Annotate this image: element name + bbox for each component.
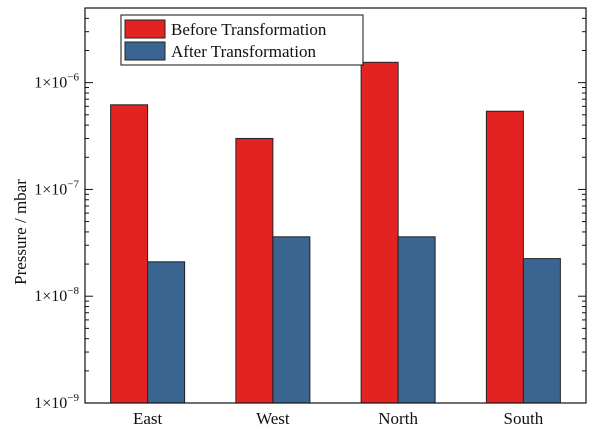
legend-label-before: Before Transformation: [171, 20, 327, 39]
legend-swatch-after: [124, 41, 166, 61]
y-tick-label-base: 1×10: [34, 75, 67, 92]
y-tick-label: 1×10−8: [34, 285, 79, 305]
x-tick-label: West: [256, 409, 290, 428]
x-tick-label: North: [378, 409, 418, 428]
bar-after-west: [272, 236, 311, 404]
y-tick-label-exponent: −6: [67, 72, 79, 84]
y-axis-label: Pressure / mbar: [11, 179, 30, 285]
y-tick-label-exponent: −9: [67, 392, 79, 404]
y-tick-label: 1×10−9: [34, 392, 79, 412]
bar-after-north: [397, 236, 436, 404]
x-tick-label: East: [133, 409, 163, 428]
y-tick-label: 1×10−6: [34, 72, 79, 92]
y-tick-label-exponent: −7: [67, 178, 79, 190]
bar-before-west: [235, 137, 274, 404]
legend-label-after: After Transformation: [171, 42, 316, 61]
y-tick-label-base: 1×10: [34, 395, 67, 412]
bars-layer: [110, 61, 561, 404]
y-tick-label-base: 1×10: [34, 288, 67, 305]
bar-after-south: [522, 258, 561, 404]
bar-before-north: [360, 61, 399, 404]
x-tick-label: South: [504, 409, 544, 428]
legend-swatch-before: [124, 19, 166, 39]
y-tick-label-exponent: −8: [67, 285, 79, 297]
bar-before-east: [110, 104, 149, 404]
legend: Before Transformation After Transformatio…: [120, 14, 364, 66]
bar-after-east: [147, 261, 186, 404]
y-tick-label: 1×10−7: [34, 178, 79, 198]
y-tick-label-base: 1×10: [34, 181, 67, 198]
bar-before-south: [485, 110, 524, 404]
